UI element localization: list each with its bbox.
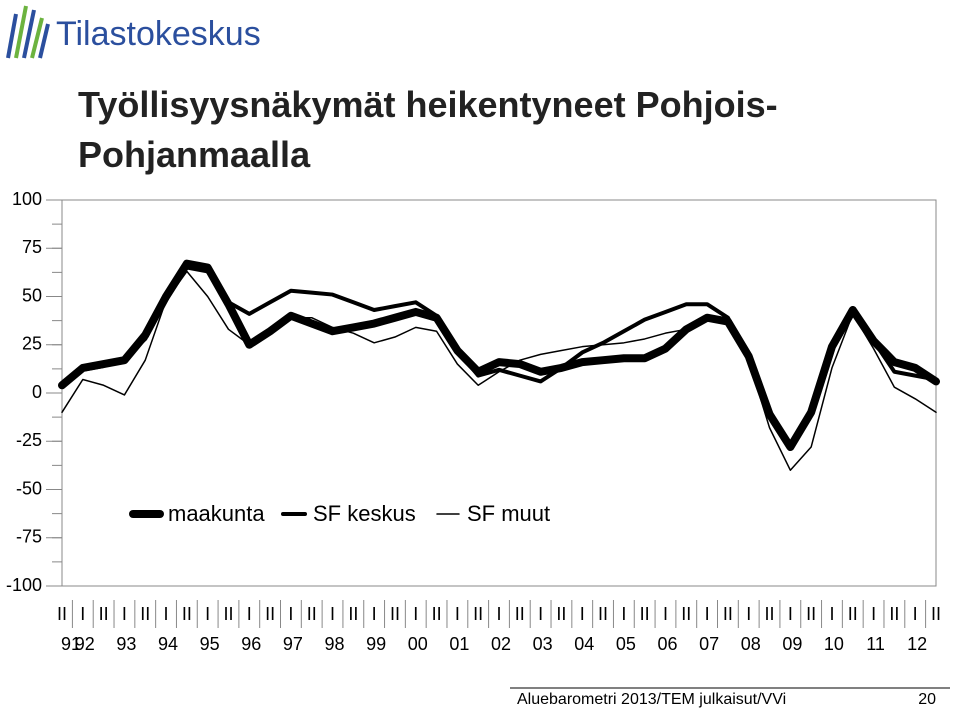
x-tick-label: II [640,604,650,624]
x-tick-label: II [515,604,525,624]
year-label: 02 [491,634,511,654]
logo-mark [6,5,50,59]
y-tick-label: 75 [22,237,42,257]
year-label: 96 [241,634,261,654]
year-label: 91 [61,634,81,654]
x-tick-label: I [455,604,460,624]
x-tick-label: I [247,604,252,624]
x-tick-label: I [164,604,169,624]
x-tick-label: I [871,604,876,624]
year-label: 98 [325,634,345,654]
year-label: 01 [449,634,469,654]
x-tick-label: II [390,604,400,624]
x-tick-label: I [496,604,501,624]
x-tick-label: I [663,604,668,624]
year-label: 05 [616,634,636,654]
x-tick-label: II [99,604,109,624]
x-tick-label: II [556,604,566,624]
y-tick-label: -25 [16,430,42,450]
x-tick-label: II [348,604,358,624]
x-tick-label: I [538,604,543,624]
x-tick-label: II [57,604,67,624]
x-tick-label: I [372,604,377,624]
footer-source: Aluebarometri 2013/TEM julkaisut/VVi [517,691,786,708]
chart-title: Työllisyysnäkymät heikentyneet Pohjois-P… [78,84,778,175]
year-label: 99 [366,634,386,654]
x-tick-label: II [931,604,941,624]
year-label: 00 [408,634,428,654]
year-label: 09 [782,634,802,654]
y-tick-label: -50 [16,478,42,498]
x-tick-label: I [330,604,335,624]
x-tick-label: I [829,604,834,624]
x-tick-label: I [580,604,585,624]
x-tick-label: I [788,604,793,624]
x-tick-label: I [80,604,85,624]
x-tick-label: I [621,604,626,624]
series-line [60,265,938,450]
page-number: 20 [918,691,936,708]
legend-label: SF keskus [313,501,416,526]
year-label: 03 [533,634,553,654]
x-tick-label: II [473,604,483,624]
x-tick-label: II [723,604,733,624]
year-label: 93 [116,634,136,654]
x-tick-label: II [182,604,192,624]
y-tick-label: 100 [12,189,42,209]
x-tick-label: II [598,604,608,624]
year-label: 12 [907,634,927,654]
year-label: 08 [741,634,761,654]
year-label: 10 [824,634,844,654]
x-tick-label: II [848,604,858,624]
year-label: 11 [866,634,885,654]
year-label: 97 [283,634,303,654]
x-tick-label: II [140,604,150,624]
series-line [61,270,937,471]
x-tick-label: II [889,604,899,624]
x-tick-label: II [265,604,275,624]
x-tick-label: I [705,604,710,624]
year-label: 92 [75,634,95,654]
y-tick-label: 0 [32,382,42,402]
x-tick-label: II [681,604,691,624]
x-tick-label: I [205,604,210,624]
y-tick-label: -100 [6,575,42,595]
legend-label: maakunta [168,501,265,526]
x-tick-label: I [122,604,127,624]
plot-frame [61,199,937,587]
x-tick-label: I [413,604,418,624]
x-tick-label: II [765,604,775,624]
x-tick-label: I [913,604,918,624]
logo-text: Tilastokeskus [56,15,261,53]
y-tick-label: 25 [22,334,42,354]
legend-label: SF muut [467,501,550,526]
year-label: 04 [574,634,594,654]
x-tick-label: II [307,604,317,624]
y-tick-label: -75 [16,527,42,547]
y-tick-label: 50 [22,285,42,305]
x-tick-label: I [288,604,293,624]
year-label: 95 [200,634,220,654]
year-label: 06 [657,634,677,654]
x-tick-label: I [746,604,751,624]
year-label: 07 [699,634,719,654]
year-label: 94 [158,634,178,654]
x-tick-label: II [806,604,816,624]
x-tick-label: II [432,604,442,624]
x-tick-label: II [223,604,233,624]
